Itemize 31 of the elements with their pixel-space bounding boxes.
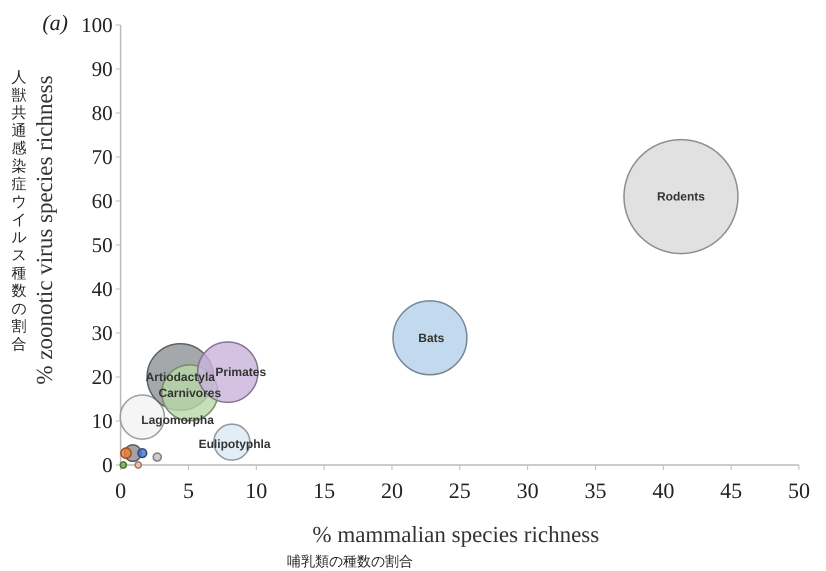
x-tick-label: 15 bbox=[313, 478, 336, 503]
x-tick-label: 35 bbox=[584, 478, 606, 503]
y-axis-title: % zoonotic virus species richness bbox=[32, 75, 57, 385]
y-tick-label: 30 bbox=[92, 321, 113, 345]
annotation: Rodents bbox=[656, 190, 706, 204]
text: 哺乳類の種数の割合 bbox=[287, 553, 413, 569]
annotation: Eulipotyphla bbox=[198, 436, 271, 451]
y-title-ja: 人獣共通感染症ウイルス種数の割合 bbox=[12, 69, 26, 353]
chart-title: (a) bbox=[42, 10, 68, 35]
x-tick-label: 25 bbox=[448, 478, 471, 503]
annotation: Primates bbox=[215, 365, 266, 380]
y-tick-label: 70 bbox=[92, 145, 113, 169]
y-tick-label: 50 bbox=[92, 233, 113, 257]
x-tick-label: 40 bbox=[652, 478, 674, 503]
x-tick-label: 20 bbox=[380, 478, 403, 503]
y-tick-label: 40 bbox=[92, 277, 113, 301]
y-tick-label: 80 bbox=[92, 101, 113, 125]
y-tick-label: 100 bbox=[81, 13, 113, 37]
y-tick-label: 90 bbox=[92, 57, 113, 81]
annotation: Bats bbox=[418, 330, 445, 345]
y-tick-label: 0 bbox=[102, 453, 113, 477]
x-tick-label: 10 bbox=[245, 478, 268, 503]
x-tick-label: 30 bbox=[516, 478, 539, 503]
x-tick-label: 45 bbox=[720, 478, 742, 503]
x-tick-label: 5 bbox=[182, 478, 194, 503]
x-axis-title: % mammalian species richness bbox=[312, 522, 600, 547]
annotation: Lagomorpha bbox=[141, 413, 214, 428]
y-tick-label: 20 bbox=[92, 365, 113, 389]
y-tick-label: 60 bbox=[92, 189, 113, 213]
y-tick-label: 10 bbox=[92, 409, 113, 433]
x-tick-label: 50 bbox=[788, 478, 810, 503]
